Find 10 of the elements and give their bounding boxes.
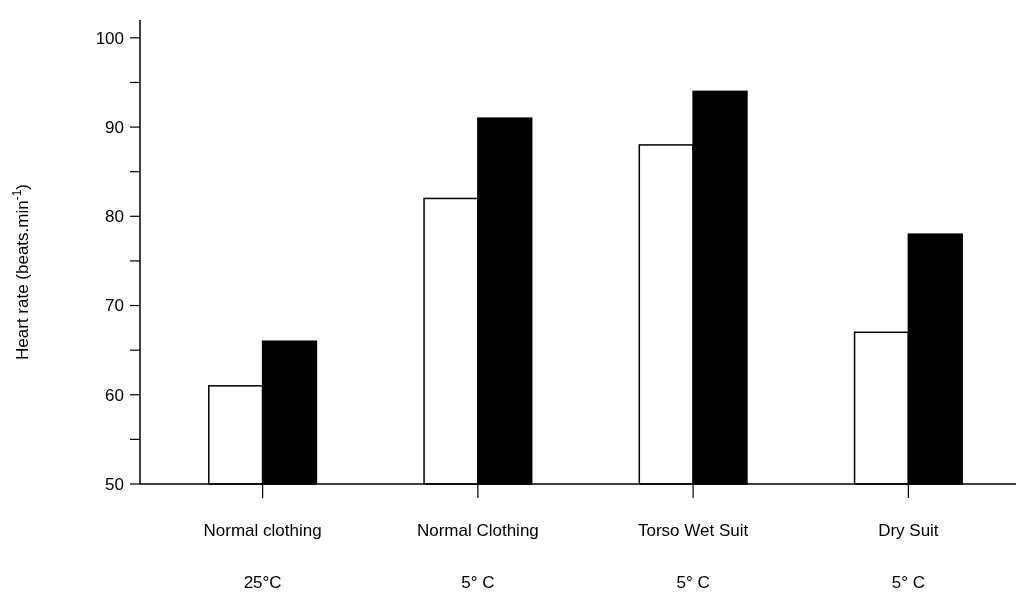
category-label: Normal Clothing 5° C [416,521,539,592]
y-tick-label: 90 [105,118,124,138]
y-tick-label: 70 [105,296,124,316]
y-tick-label: 100 [95,28,124,48]
y-tick-label: 60 [105,385,124,405]
y-tick-label: 80 [105,207,124,227]
category-label: Dry Suit 5° C [878,521,939,592]
category-label: Torso Wet Suit 5° C [638,521,749,592]
y-tick-label: 50 [105,474,124,494]
category-label: Normal clothing 25°C [203,521,322,592]
